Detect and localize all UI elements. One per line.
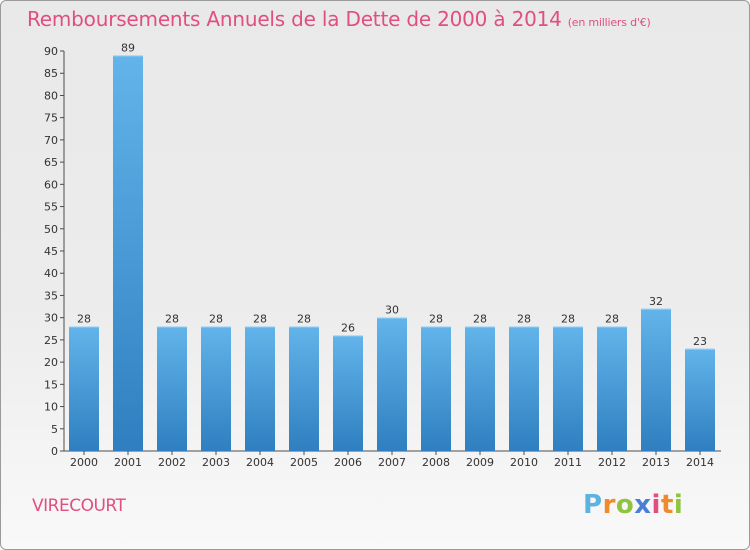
data-label: 28 (77, 313, 91, 326)
y-tick-label: 30 (44, 312, 58, 325)
y-tick-label: 35 (44, 289, 58, 302)
proxiti-logo: Proxiti (583, 490, 683, 520)
y-tick-label: 25 (44, 334, 58, 347)
bar (421, 326, 451, 451)
data-label: 28 (165, 313, 179, 326)
x-tick-label: 2010 (510, 456, 538, 469)
bar (113, 55, 143, 451)
y-tick-label: 50 (44, 223, 58, 236)
x-tick-label: 2004 (246, 456, 274, 469)
bar (597, 326, 627, 451)
y-tick-label: 20 (44, 356, 58, 369)
y-tick-label: 40 (44, 267, 58, 280)
data-label: 28 (253, 313, 267, 326)
x-tick-label: 2006 (334, 456, 362, 469)
bar (201, 326, 231, 451)
commune-name: VIRECOURT (32, 496, 126, 516)
y-tick-label: 55 (44, 201, 58, 214)
bar (377, 317, 407, 451)
x-tick-label: 2005 (290, 456, 318, 469)
x-tick-label: 2003 (202, 456, 230, 469)
x-tick-label: 2012 (598, 456, 626, 469)
data-label: 28 (473, 313, 487, 326)
logo-letter-i: i (651, 490, 661, 520)
y-tick-label: 10 (44, 401, 58, 414)
y-tick-label: 45 (44, 245, 58, 258)
bar (69, 326, 99, 451)
data-label: 30 (385, 304, 399, 317)
logo-letter-i2: i (673, 490, 684, 520)
y-tick-label: 90 (44, 45, 58, 58)
y-tick-label: 15 (44, 378, 58, 391)
data-label: 28 (297, 313, 311, 326)
title-text: Remboursements Annuels de la Dette de 20… (27, 7, 562, 31)
data-label: 26 (341, 321, 355, 334)
y-tick-label: 65 (44, 156, 58, 169)
y-tick-label: 60 (44, 178, 58, 191)
logo-letter-o: o (615, 490, 635, 520)
x-tick-label: 2007 (378, 456, 406, 469)
logo-letter-t: t (660, 490, 674, 520)
bar (157, 326, 187, 451)
x-tick-label: 2009 (466, 456, 494, 469)
bar (641, 308, 671, 451)
chart-subtitle: (en milliers d'€) (567, 16, 651, 29)
data-label: 23 (693, 335, 707, 348)
y-tick-label: 70 (44, 134, 58, 147)
logo-letter-r: r (602, 490, 616, 520)
y-tick-label: 0 (51, 445, 58, 458)
y-tick-label: 75 (44, 112, 58, 125)
data-label: 28 (429, 313, 443, 326)
bar (333, 335, 363, 451)
x-tick-label: 2000 (70, 456, 98, 469)
bar (465, 326, 495, 451)
x-tick-label: 2014 (686, 456, 714, 469)
data-label: 28 (605, 313, 619, 326)
bar (289, 326, 319, 451)
data-label: 28 (209, 313, 223, 326)
data-label: 28 (561, 313, 575, 326)
data-label: 28 (517, 313, 531, 326)
x-tick-label: 2011 (554, 456, 582, 469)
logo-letter-p: P (583, 490, 603, 520)
bar (245, 326, 275, 451)
bar (509, 326, 539, 451)
x-tick-label: 2002 (158, 456, 186, 469)
data-label: 89 (121, 41, 135, 54)
bar (685, 348, 715, 451)
x-tick-label: 2008 (422, 456, 450, 469)
y-tick-label: 85 (44, 67, 58, 80)
y-tick-label: 80 (44, 89, 58, 102)
y-tick-label: 5 (51, 423, 58, 436)
data-label: 32 (649, 295, 663, 308)
chart-title: Remboursements Annuels de la Dette de 20… (27, 7, 651, 31)
x-tick-label: 2013 (642, 456, 670, 469)
x-tick-label: 2001 (114, 456, 142, 469)
bar (553, 326, 583, 451)
logo-letter-x: x (634, 490, 652, 520)
